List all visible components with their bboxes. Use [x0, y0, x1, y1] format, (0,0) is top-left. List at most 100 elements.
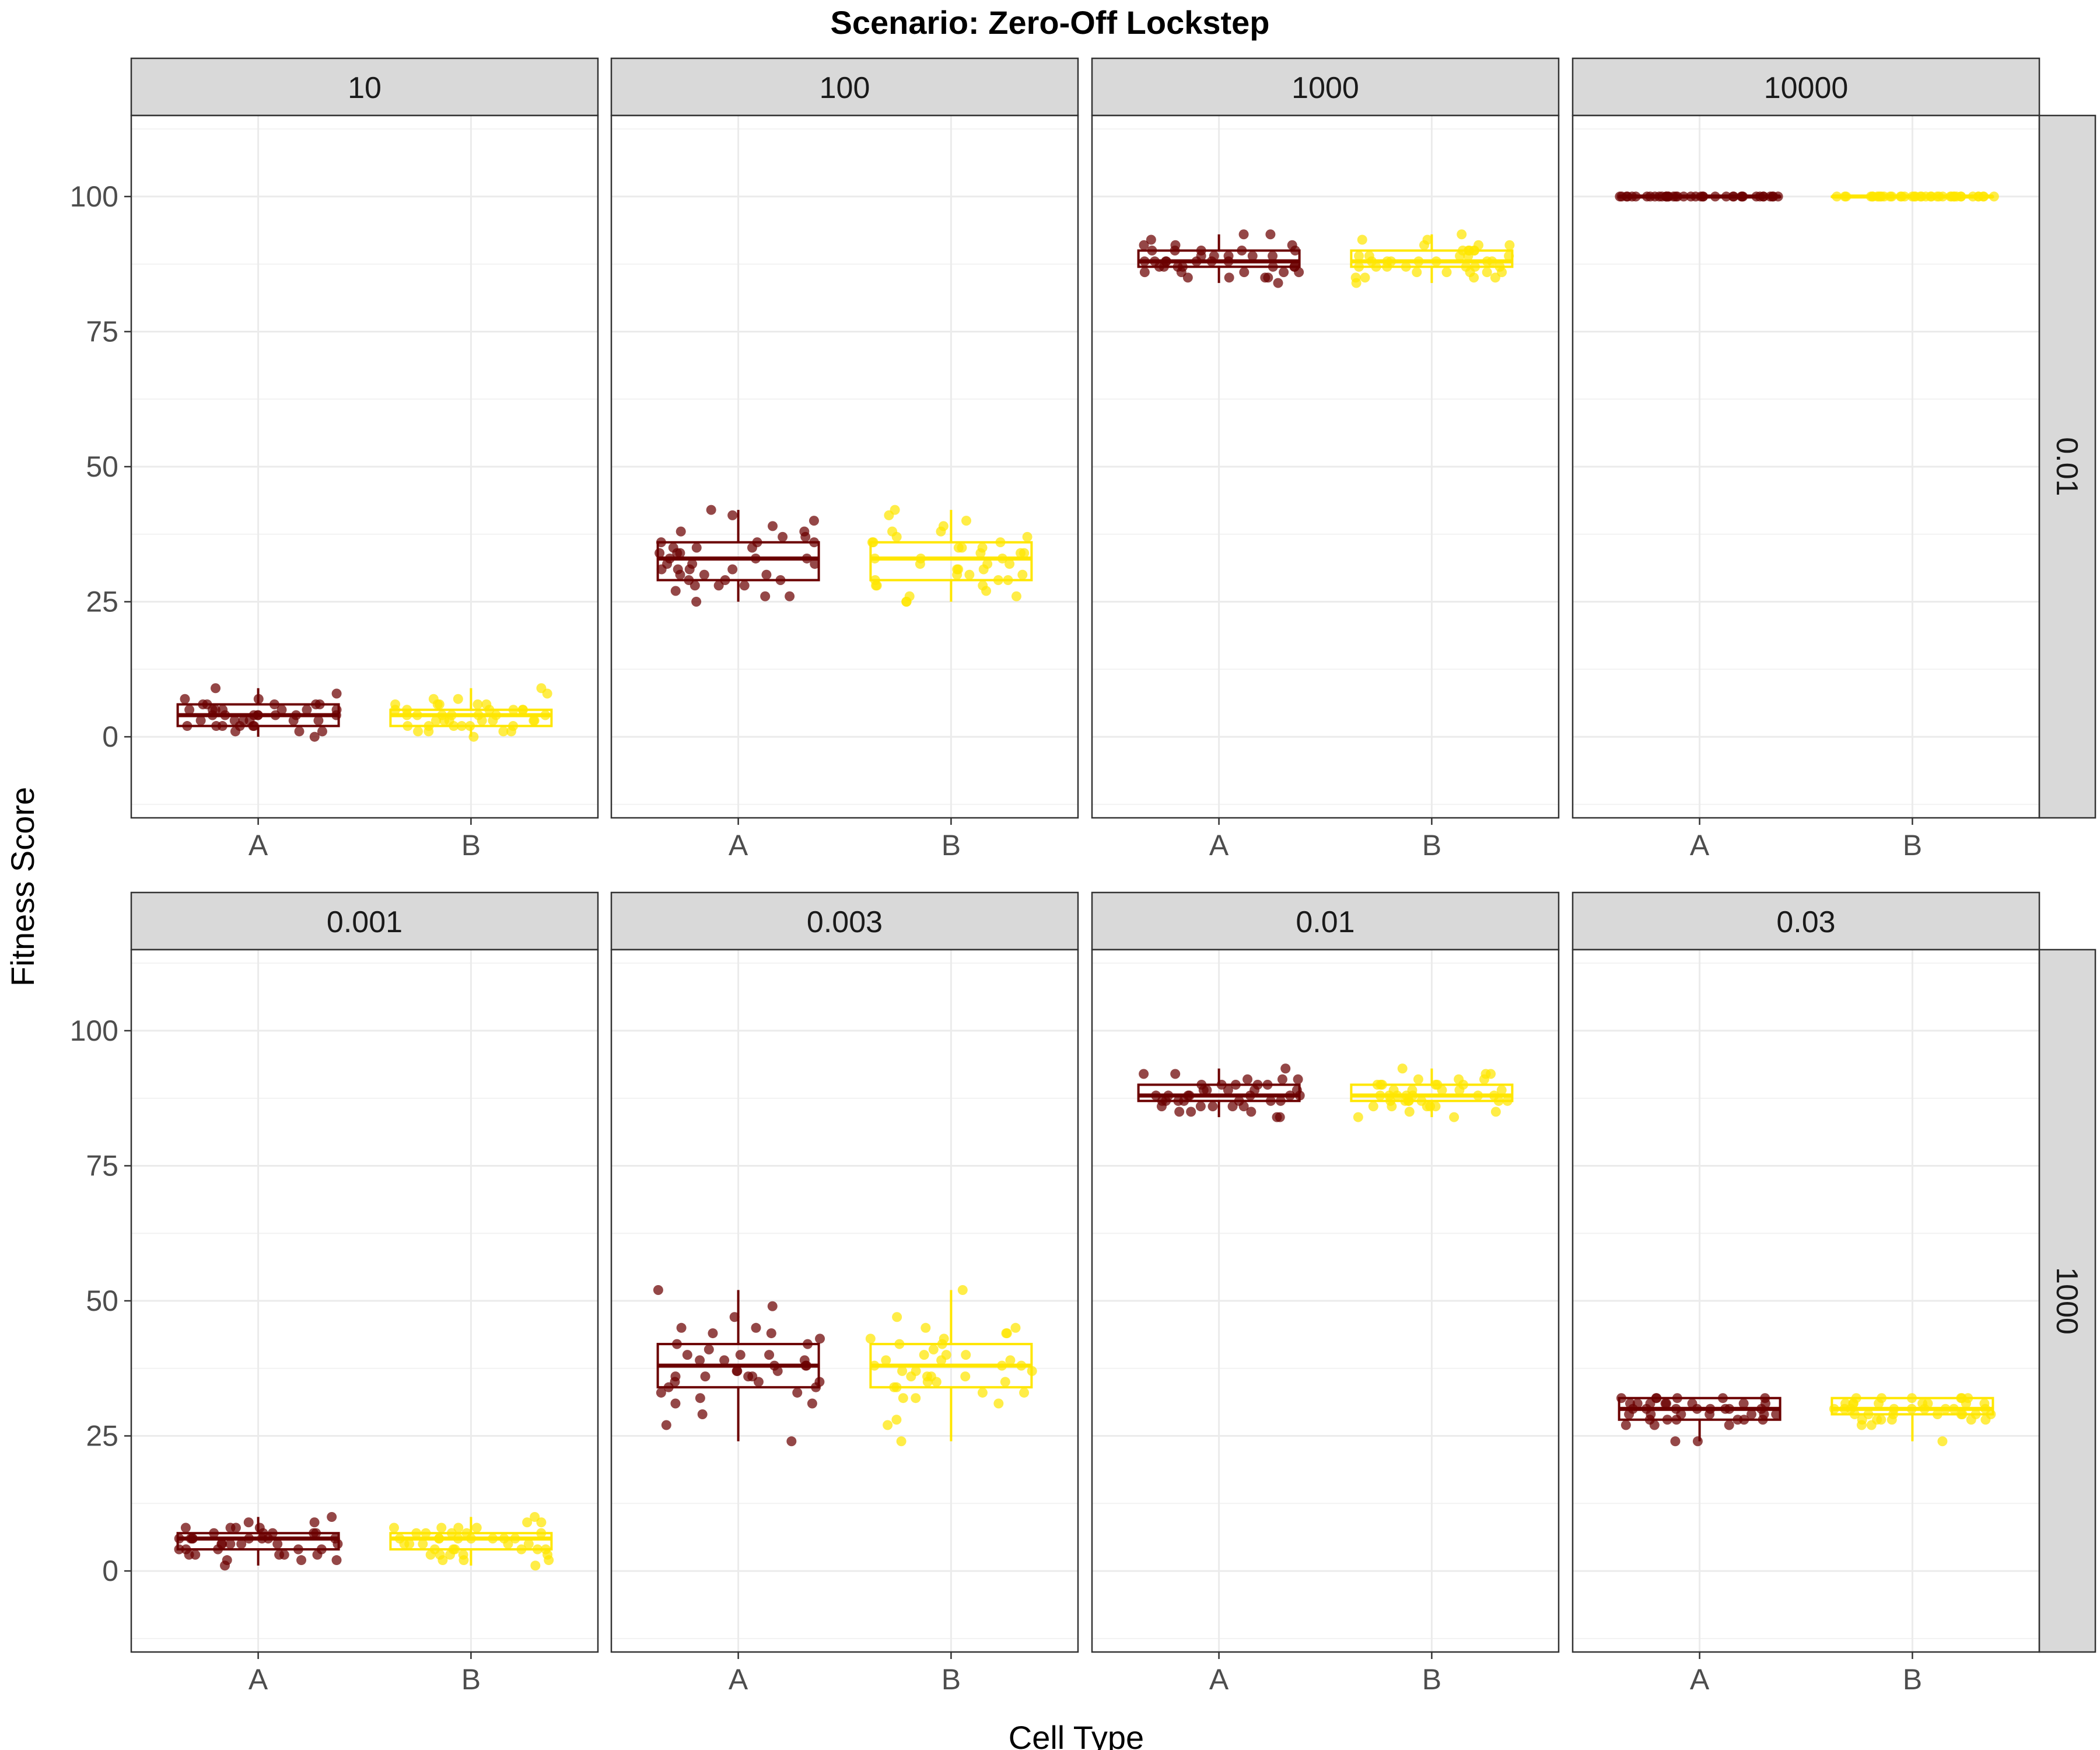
data-point [1949, 191, 1959, 202]
data-point [993, 575, 1003, 585]
data-point [1885, 191, 1895, 202]
data-point [1765, 191, 1776, 202]
data-point [187, 1534, 198, 1544]
data-point [708, 1328, 718, 1339]
data-point [1431, 256, 1441, 267]
facet-strip-label: 0.03 [1776, 905, 1835, 939]
data-point [453, 1534, 463, 1544]
data-point [1966, 1415, 1976, 1425]
data-point [997, 1360, 1007, 1371]
data-point [896, 1436, 907, 1447]
data-point [1262, 1080, 1273, 1090]
data-point [229, 715, 240, 726]
data-point [1661, 1398, 1672, 1409]
data-point [1494, 261, 1505, 272]
data-point [881, 1355, 891, 1366]
data-point [1661, 191, 1672, 202]
y-tick-label: 50 [86, 1284, 118, 1317]
data-point [1751, 191, 1762, 202]
data-point [236, 1539, 247, 1549]
data-point [1454, 1085, 1465, 1096]
data-point [413, 726, 424, 737]
x-tick-label: A [1209, 829, 1229, 862]
data-point [207, 710, 218, 720]
data-point [1956, 191, 1966, 202]
data-point [477, 715, 487, 726]
y-tick-label: 100 [70, 180, 118, 213]
data-point [720, 575, 730, 585]
data-point [993, 1398, 1004, 1409]
data-point [727, 510, 738, 520]
data-point [1841, 191, 1852, 202]
data-point [883, 1420, 893, 1430]
data-point [211, 683, 221, 694]
data-point [220, 710, 230, 720]
data-point [1502, 1096, 1513, 1106]
data-point [388, 1522, 399, 1533]
data-point [449, 721, 459, 732]
boxplot-a [176, 683, 342, 742]
facet-strip-label: 100 [820, 71, 870, 105]
data-point [508, 705, 519, 715]
data-point [1496, 1085, 1507, 1096]
data-point [516, 1544, 527, 1555]
data-point [1238, 229, 1249, 240]
data-point [891, 531, 902, 542]
panel-border [1091, 949, 1560, 1653]
data-point [529, 715, 540, 726]
data-point [1005, 559, 1015, 569]
boxplot-a [1615, 191, 1783, 202]
data-point [1151, 1090, 1161, 1101]
data-point [697, 1409, 708, 1419]
data-point [219, 1560, 230, 1571]
data-point [1011, 591, 1021, 601]
data-point [1368, 1101, 1378, 1112]
data-point [269, 699, 279, 710]
data-point [536, 683, 547, 694]
data-point [682, 1350, 692, 1360]
data-point [1846, 1404, 1856, 1414]
data-point [394, 1534, 405, 1544]
data-point [1670, 1436, 1681, 1447]
data-point [653, 1284, 663, 1295]
facet-strip [1091, 57, 1560, 117]
facet-strip-label: 0.001 [327, 905, 402, 939]
data-point [785, 591, 795, 601]
data-point [296, 1555, 307, 1566]
data-point [961, 1350, 971, 1360]
data-point [766, 1328, 776, 1339]
data-point [1857, 1415, 1867, 1425]
data-point [1354, 251, 1364, 261]
data-point [453, 694, 463, 704]
data-point [894, 1339, 905, 1349]
data-point [432, 699, 443, 710]
data-point [253, 694, 264, 704]
data-point [1457, 229, 1467, 240]
data-point [1738, 1398, 1749, 1409]
data-point [1223, 1085, 1233, 1096]
data-point [891, 1415, 902, 1425]
data-point [1268, 261, 1278, 272]
data-point [1265, 1096, 1276, 1106]
x-tick-label: A [1209, 1663, 1229, 1696]
data-point [1195, 1101, 1206, 1112]
x-tick-label: A [249, 829, 268, 862]
box-iqr [1137, 249, 1301, 268]
data-point [897, 1366, 908, 1376]
data-point [536, 1517, 547, 1528]
data-point [1482, 267, 1492, 278]
data-point [1758, 191, 1769, 202]
data-point [865, 1334, 876, 1344]
data-point [1721, 191, 1731, 202]
data-point [921, 1322, 931, 1333]
data-point [799, 526, 810, 537]
data-point [869, 1360, 880, 1371]
data-point [809, 537, 820, 548]
data-point [892, 1312, 902, 1322]
data-point [1139, 1069, 1149, 1079]
data-point [995, 537, 1006, 548]
facet-strip [610, 891, 1079, 951]
data-point [243, 1517, 254, 1528]
x-tick-label: B [1903, 829, 1922, 862]
data-point [747, 542, 757, 553]
